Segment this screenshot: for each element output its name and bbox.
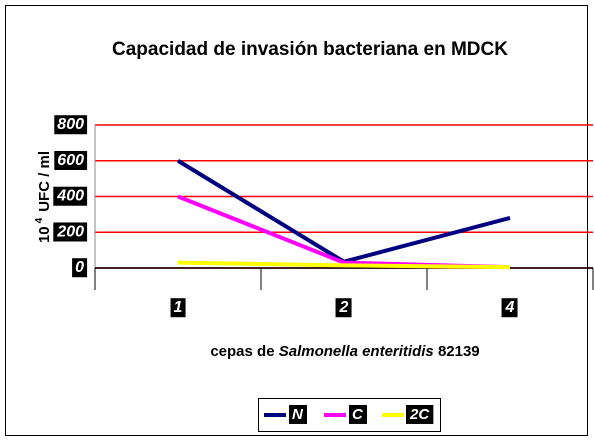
legend-label: 2C xyxy=(409,406,430,423)
label-background xyxy=(54,115,88,135)
label-background xyxy=(170,298,186,318)
x-axis-label: cepas de Salmonella enteritidis 82139 xyxy=(210,343,479,360)
chart-title: Capacidad de invasión bacteriana en MDCK xyxy=(112,39,508,60)
x-label-part: cepas de xyxy=(210,343,274,360)
label-background xyxy=(349,404,367,424)
legend-label: N xyxy=(292,406,304,423)
series-line xyxy=(177,260,511,270)
legend-label: C xyxy=(352,406,364,423)
x-tick-label: 2 xyxy=(339,299,349,316)
y-tick-label: 800 xyxy=(57,116,84,133)
label-background xyxy=(54,150,88,170)
x-label-part: Salmonella enteritidis xyxy=(279,343,434,360)
label-background xyxy=(335,298,352,318)
frame xyxy=(5,5,588,436)
label-background xyxy=(72,258,88,278)
label-background xyxy=(53,222,88,242)
y-tick-label: 200 xyxy=(56,223,84,240)
label-background xyxy=(501,298,518,318)
label-background xyxy=(289,404,307,424)
x-label-part: 82139 xyxy=(438,343,480,360)
x-tick-label: 4 xyxy=(505,299,515,316)
y-label-part: 4 xyxy=(34,217,45,223)
y-tick-label: 600 xyxy=(57,152,84,169)
y-label-part: 10 xyxy=(36,226,53,243)
y-tick-label: 400 xyxy=(56,188,84,205)
label-background xyxy=(406,404,434,424)
label-background xyxy=(53,186,88,206)
y-tick-label: 0 xyxy=(75,259,84,276)
y-axis-label: 10 4 UFC / ml xyxy=(34,151,53,243)
y-label-part: UFC / ml xyxy=(36,151,53,212)
x-tick-label: 1 xyxy=(174,299,183,316)
